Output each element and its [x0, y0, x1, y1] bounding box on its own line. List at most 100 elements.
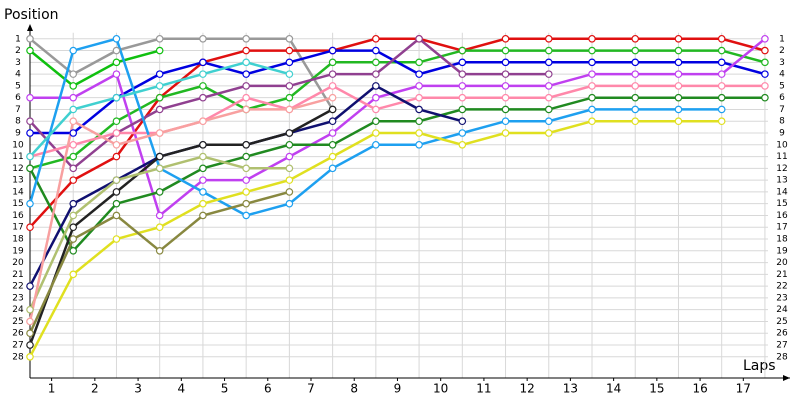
y-tick-label-right: 25 — [776, 317, 787, 327]
point — [761, 70, 769, 78]
point — [285, 129, 294, 137]
y-tick-label: 28 — [12, 352, 24, 362]
point — [242, 82, 250, 90]
y-tick-label: 14 — [12, 187, 24, 197]
x-tick-label: 13 — [563, 382, 578, 396]
point — [631, 46, 640, 55]
point — [328, 105, 337, 114]
series-line — [29, 84, 765, 158]
point — [328, 117, 337, 126]
point — [588, 58, 596, 67]
point — [501, 58, 510, 67]
point — [155, 82, 164, 90]
point — [26, 223, 34, 232]
point — [631, 105, 640, 114]
point — [674, 58, 683, 67]
point — [631, 58, 640, 67]
point — [674, 34, 683, 43]
point — [761, 82, 769, 90]
point — [415, 129, 423, 137]
series-line — [28, 108, 334, 346]
point — [588, 70, 596, 78]
point — [26, 305, 34, 314]
point — [199, 199, 207, 208]
x-tick-label: 10 — [433, 382, 448, 396]
x-tick-label: 16 — [692, 382, 707, 396]
x-tick-label: 6 — [264, 382, 272, 396]
point — [761, 46, 769, 55]
point — [415, 82, 423, 90]
y-tick-label: 18 — [12, 235, 24, 245]
x-tick-label: 8 — [350, 382, 358, 396]
point — [328, 152, 337, 161]
point — [112, 199, 121, 208]
point — [761, 58, 769, 67]
point — [328, 164, 337, 173]
point — [631, 93, 640, 102]
y-tick-label-right: 2 — [779, 46, 785, 56]
point — [69, 105, 78, 114]
point — [458, 117, 467, 126]
point — [544, 117, 553, 126]
y-tick-label-right: 3 — [779, 58, 785, 68]
point — [26, 46, 34, 55]
point — [242, 211, 250, 220]
point — [69, 199, 78, 208]
y-tick-label: 23 — [12, 293, 23, 303]
y-tick-label: 20 — [12, 258, 24, 268]
y-tick-label: 17 — [12, 223, 23, 233]
y-tick-label-right: 18 — [776, 235, 788, 245]
point — [242, 34, 250, 43]
point — [285, 82, 294, 90]
x-tick-label: 11 — [476, 382, 491, 396]
point — [155, 70, 164, 78]
point — [69, 176, 78, 184]
point — [112, 58, 121, 67]
point — [69, 46, 78, 55]
y-tick-label-right: 15 — [776, 199, 787, 209]
point — [458, 105, 467, 114]
x-tick-label: 7 — [307, 382, 315, 396]
y-tick-label: 2 — [15, 46, 21, 56]
y-tick-label: 7 — [15, 105, 21, 115]
point — [328, 46, 337, 55]
point — [631, 34, 640, 43]
y-tick-label-right: 26 — [776, 329, 788, 339]
point — [328, 93, 337, 102]
y-tick-label-right: 12 — [776, 164, 787, 174]
point — [155, 93, 164, 102]
point — [69, 270, 78, 279]
point — [199, 70, 207, 78]
point — [458, 70, 467, 78]
point — [717, 58, 726, 67]
point — [112, 235, 121, 243]
point — [242, 93, 250, 102]
y-tick-label-right: 9 — [779, 129, 785, 139]
point — [69, 246, 78, 255]
point — [199, 152, 207, 161]
y-tick-label: 15 — [12, 199, 23, 209]
point — [544, 82, 553, 90]
point — [458, 58, 467, 67]
point — [69, 82, 78, 90]
point — [328, 82, 337, 90]
point — [544, 70, 553, 78]
point — [26, 282, 34, 290]
point — [199, 58, 207, 67]
point — [26, 152, 34, 161]
point — [372, 34, 380, 43]
point — [26, 93, 34, 102]
point — [458, 140, 467, 149]
series-line — [28, 96, 765, 253]
point — [544, 129, 553, 137]
point — [242, 46, 250, 55]
point — [674, 93, 683, 102]
point — [199, 211, 207, 220]
y-tick-label: 6 — [15, 93, 21, 103]
y-tick-label: 19 — [12, 246, 24, 256]
point — [112, 93, 121, 102]
y-tick-label-right: 20 — [776, 258, 788, 268]
series-line — [29, 37, 766, 229]
y-arrow — [27, 24, 33, 31]
x-tick-label: 2 — [91, 382, 99, 396]
